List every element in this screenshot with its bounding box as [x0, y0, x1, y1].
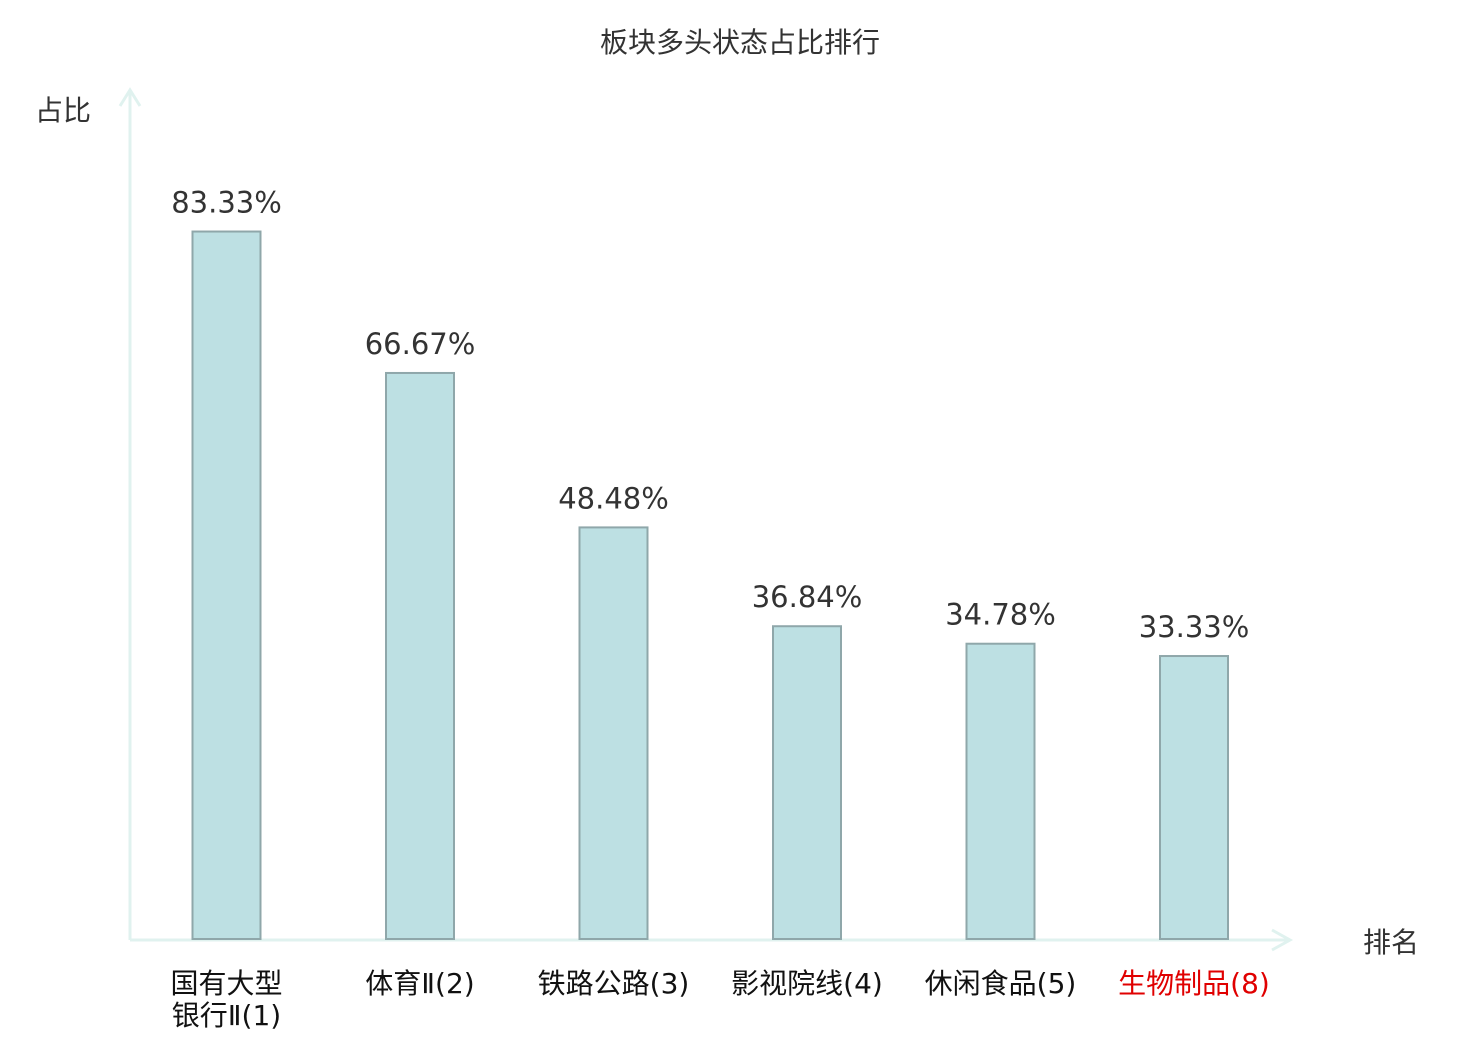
value-label-4: 36.84%: [752, 580, 863, 614]
bar-5: [965, 642, 1036, 940]
bar-2: [385, 371, 455, 941]
value-label-5: 34.78%: [945, 598, 1056, 632]
bar-4: [772, 625, 842, 940]
category-label-4-line-1: 影视院线(4): [731, 967, 883, 1000]
category-label-5-line-1: 休闲食品(5): [925, 967, 1077, 1000]
category-label-2-line-1: 体育Ⅱ(2): [365, 967, 474, 1000]
y-axis: [118, 87, 142, 940]
category-label-3-line-1: 铁路公路(3): [538, 967, 690, 1000]
bar-6: [1159, 655, 1229, 941]
x-axis: [130, 928, 1294, 952]
category-label-6-line-1: 生物制品(8): [1118, 967, 1270, 1000]
y-axis-label: 占比: [35, 94, 91, 127]
value-labels-group: 83.33% 66.67% 48.48% 36.84% 34.78% 33.33%: [171, 186, 1249, 645]
chart-title: 板块多头状态占比排行: [600, 26, 880, 59]
category-label-1-line-2: 银行Ⅱ(1): [172, 999, 281, 1032]
value-label-6: 33.33%: [1139, 610, 1250, 644]
category-label-1-line-1: 国有大型: [170, 967, 282, 1000]
x-axis-label: 排名: [1363, 926, 1419, 959]
bars-group: [191, 230, 1229, 941]
value-label-2: 66.67%: [365, 327, 476, 361]
value-label-3: 48.48%: [558, 481, 669, 515]
bar-3: [578, 526, 649, 940]
value-label-1: 83.33%: [171, 186, 282, 220]
bar-1: [191, 230, 262, 940]
